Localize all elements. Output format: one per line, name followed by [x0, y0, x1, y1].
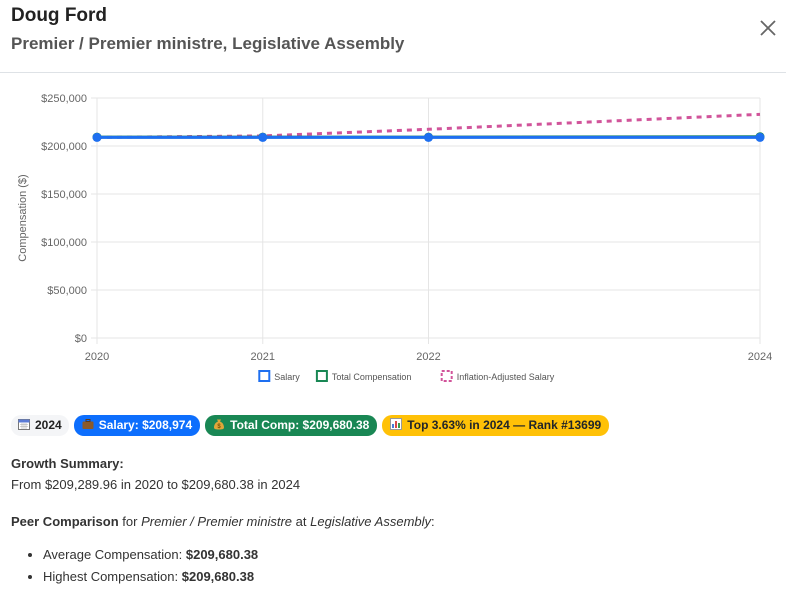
briefcase-icon [82, 418, 94, 433]
salary-badge: Salary: $208,974 [73, 414, 201, 436]
x-tick-label: 2021 [251, 351, 275, 363]
legend-label: Salary [274, 372, 300, 382]
peer-role: Premier / Premier ministre [141, 514, 293, 529]
calendar-icon [18, 418, 30, 433]
x-tick-label: 2022 [416, 351, 440, 363]
rank-badge-label: Top 3.63% in 2024 — Rank #13699 [407, 418, 602, 432]
person-name: Doug Ford [11, 5, 108, 26]
person-title: Premier / Premier ministre, Legislative … [11, 34, 405, 53]
legend-label: Total Compensation [332, 372, 412, 382]
total-comp-badge: $ Total Comp: $209,680.38 [205, 414, 378, 436]
data-point [755, 132, 765, 142]
y-tick-label: $150,000 [41, 189, 87, 201]
peer-at-text: at [292, 514, 311, 529]
summary-badges: 2024 Salary: $208,974 $ Total Comp: $209… [11, 414, 614, 436]
list-item: Average Compensation: $209,680.38 [43, 544, 258, 566]
money-bag-icon: $ [213, 418, 225, 433]
chart-svg: $0 $50,000 $100,000 $150,000 $200,000 $250,00… [17, 93, 772, 382]
x-tick-label: 2024 [748, 351, 772, 363]
y-tick-label: $200,000 [41, 141, 87, 153]
svg-text:$: $ [217, 424, 221, 430]
y-tick-label: $100,000 [41, 237, 87, 249]
close-icon [760, 20, 776, 36]
list-item: Highest Compensation: $209,680.38 [43, 566, 258, 588]
y-tick-label: $250,000 [41, 93, 87, 105]
close-button[interactable] [756, 16, 780, 40]
legend-swatch [440, 370, 453, 382]
data-point [92, 132, 102, 142]
modal-header: Doug Ford Premier / Premier ministre, Le… [0, 0, 786, 73]
peer-heading: Peer Comparison [11, 514, 119, 529]
legend-label: Inflation-Adjusted Salary [457, 372, 555, 382]
rank-badge: Top 3.63% in 2024 — Rank #13699 [382, 414, 610, 436]
total-comp-badge-label: Total Comp: $209,680.38 [230, 418, 370, 432]
peer-heading-line: Peer Comparison for Premier / Premier mi… [11, 514, 435, 529]
year-badge: 2024 [11, 414, 69, 436]
bar-chart-icon [390, 417, 403, 433]
year-badge-label: 2024 [35, 418, 62, 432]
y-tick-label: $0 [75, 333, 87, 345]
peer-item-value: $209,680.38 [181, 569, 255, 584]
data-point [258, 132, 268, 142]
x-tick-label: 2020 [85, 351, 109, 363]
compensation-chart: $0 $50,000 $100,000 $150,000 $200,000 $250,00… [0, 80, 786, 400]
peer-item-label: Average Compensation: [43, 547, 186, 562]
legend-swatch [315, 370, 328, 382]
salary-badge-label: Salary: $208,974 [98, 418, 193, 432]
peer-colon: : [431, 514, 435, 529]
data-point [424, 132, 433, 142]
growth-text: From $209,289.96 in 2020 to $209,680.38 … [11, 477, 301, 492]
growth-heading: Growth Summary: [11, 456, 124, 471]
peer-item-label: Highest Compensation: [43, 569, 182, 584]
peer-for-text: for [118, 514, 142, 529]
peer-item-value: $209,680.38 [185, 547, 259, 562]
legend-swatch [258, 370, 271, 382]
peer-list: Average Compensation: $209,680.38 Highes… [11, 544, 258, 588]
y-tick-label: $50,000 [47, 285, 87, 297]
peer-org: Legislative Assembly [310, 514, 432, 529]
y-axis-title: Compensation ($) [17, 174, 29, 261]
